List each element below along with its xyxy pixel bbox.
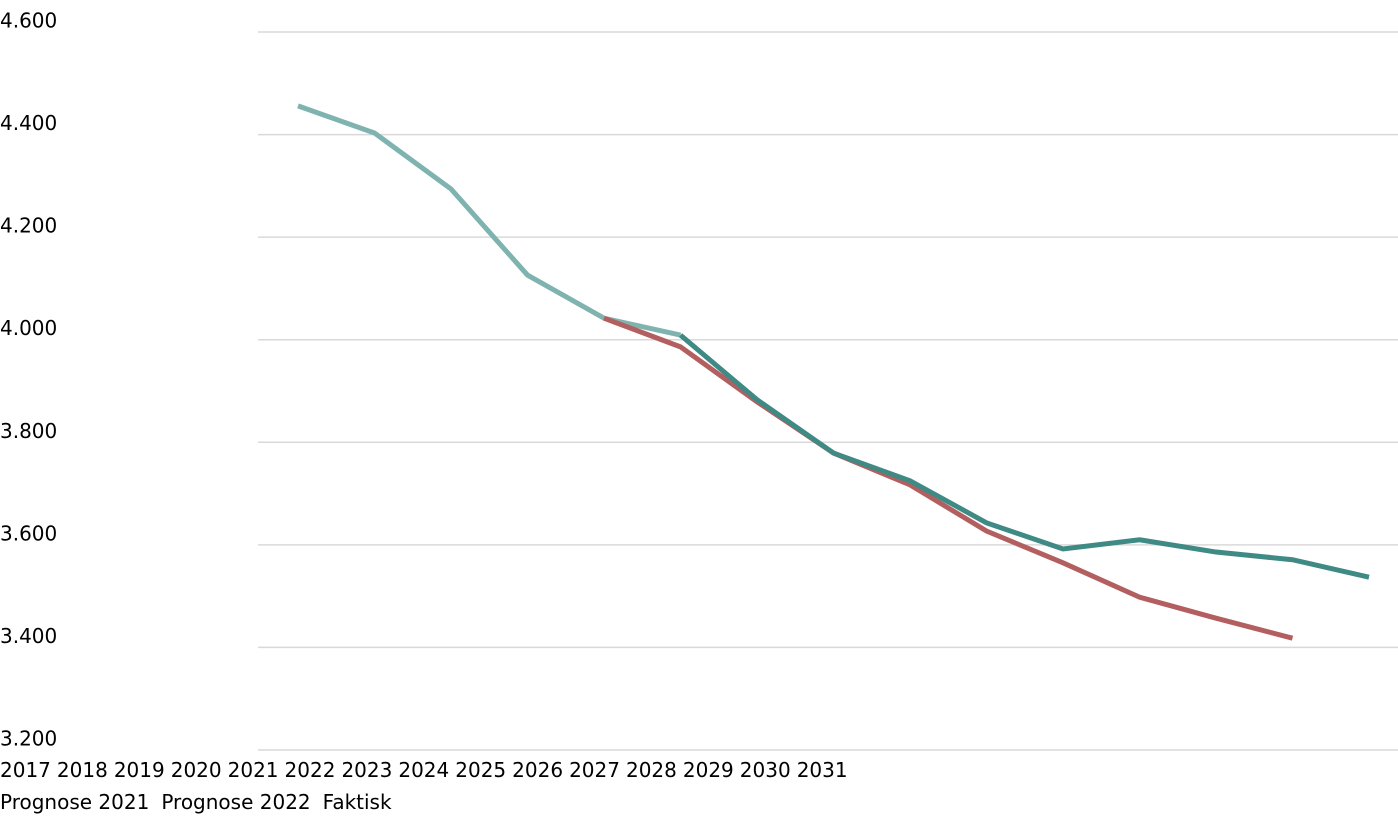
y-tick-label: 4.000 (0, 316, 57, 340)
series-line (603, 315, 1294, 641)
x-tick-label: 2020 (170, 758, 222, 782)
x-tick-label: 2026 (512, 758, 564, 782)
x-axis-labels: 2017 2018 2019 2020 2021 2022 2023 2024 2025 2026… (0, 758, 854, 782)
series-line (297, 103, 682, 338)
legend-entry: Prognose 2021 (0, 790, 150, 814)
series-line (678, 333, 1370, 580)
x-tick-label: 2024 (398, 758, 450, 782)
x-tick-label: 2031 (796, 758, 848, 782)
x-tick-label: 2027 (569, 758, 620, 782)
x-tick-label: 2023 (341, 758, 393, 782)
y-tick-label: 3.800 (0, 419, 57, 443)
x-tick-label: 2022 (284, 758, 336, 782)
x-tick-label: 2018 (56, 758, 108, 782)
y-tick-label: 4.400 (0, 111, 57, 135)
x-tick-label: 2030 (739, 758, 791, 782)
y-tick-label: 4.200 (0, 214, 57, 238)
x-tick-label: 2025 (455, 758, 507, 782)
y-tick-label: 4.600 (0, 9, 57, 33)
y-tick-label: 3.600 (0, 521, 57, 545)
y-tick-label: 3.200 (0, 727, 57, 751)
x-tick-label: 2028 (625, 758, 677, 782)
x-tick-label: 2017 (0, 758, 51, 782)
legend-entry: Faktisk (322, 790, 392, 814)
x-tick-label: 2021 (227, 758, 279, 782)
y-tick-label: 3.400 (0, 624, 57, 648)
legend: Prognose 2021 Prognose 2022 Faktisk (0, 790, 404, 814)
x-tick-label: 2019 (113, 758, 165, 782)
x-tick-label: 2029 (682, 758, 734, 782)
legend-entry: Prognose 2022 (161, 790, 311, 814)
